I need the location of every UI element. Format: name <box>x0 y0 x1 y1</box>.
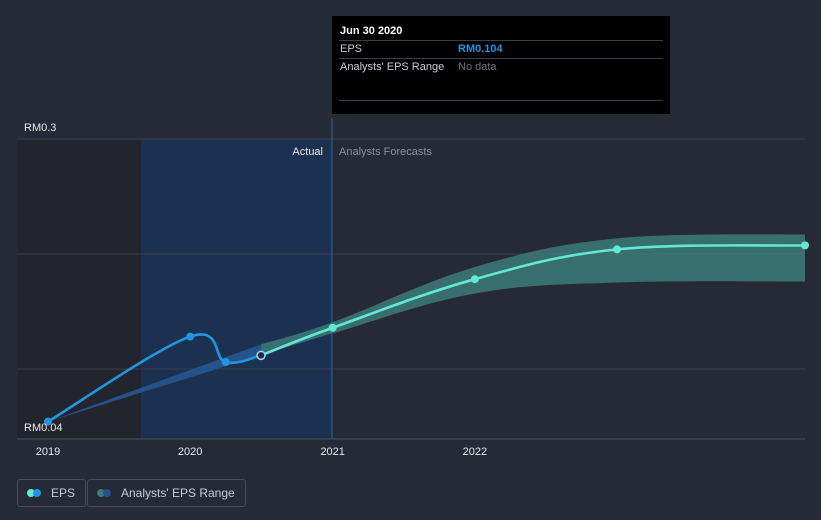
data-points <box>44 241 809 426</box>
eps-forecast-line <box>260 244 806 357</box>
x-tick-label: 2019 <box>36 446 60 458</box>
actual-section-label: Actual <box>292 146 323 158</box>
actual-highlight <box>141 139 332 439</box>
eps-forecast-point[interactable] <box>328 323 337 332</box>
legend-eps[interactable]: EPS <box>17 479 87 507</box>
x-axis-ticks: 2019 2020 2021 2022 <box>36 446 487 458</box>
tooltip-range-label: Analysts' EPS Range <box>340 61 445 73</box>
actual-range-band <box>48 344 262 422</box>
hover-tooltip: Jun 30 2020 EPS RM0.104 Analysts' EPS Ra… <box>332 16 670 114</box>
legend-range-label: Analysts' EPS Range <box>121 486 235 500</box>
tooltip-eps-label: EPS <box>340 43 363 55</box>
legend-analysts-range[interactable]: Analysts' EPS Range <box>87 479 246 507</box>
x-tick-label: 2022 <box>463 446 487 458</box>
eps-actual-point[interactable] <box>221 357 230 366</box>
y-tick-label-top: RM0.3 <box>24 122 56 134</box>
forecast-range-band <box>261 234 806 356</box>
y-tick-label-bottom: RM0.04 <box>24 422 63 434</box>
eps-actual-line <box>47 333 262 423</box>
past-shade <box>17 139 141 439</box>
eps-forecast-edge-point <box>801 241 809 250</box>
eps-actual-point[interactable] <box>44 417 52 426</box>
tooltip-range-value: No data <box>458 61 497 73</box>
legend-eps-label: EPS <box>51 486 76 500</box>
tooltip-eps-value: RM0.104 <box>458 43 503 55</box>
forecast-section-label: Analysts Forecasts <box>339 146 432 158</box>
tooltip-footer-divider <box>339 100 663 101</box>
x-tick-label: 2020 <box>178 446 202 458</box>
eps-actual-point[interactable] <box>186 332 195 341</box>
x-tick-label: 2021 <box>320 446 344 458</box>
eps-forecast-point[interactable] <box>613 245 621 254</box>
eps-actual-point[interactable] <box>256 350 266 361</box>
eps-legend-icon <box>27 489 43 497</box>
eps-forecast-point[interactable] <box>470 275 479 284</box>
tooltip-row-range: Analysts' EPS Range No data <box>339 58 663 76</box>
tooltip-date: Jun 30 2020 <box>340 25 403 37</box>
tooltip-row-eps: EPS RM0.104 <box>339 40 663 58</box>
range-legend-icon <box>97 489 113 497</box>
